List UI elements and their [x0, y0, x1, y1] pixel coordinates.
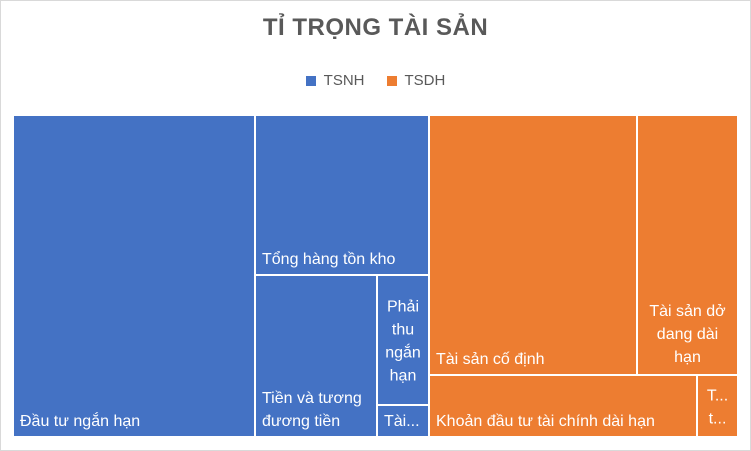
treemap-tile-label: Tiền và tương đương tiền [262, 390, 362, 430]
treemap-tile-label: Đầu tư ngắn hạn [20, 411, 140, 430]
legend-item-tsdh: TSDH [386, 72, 446, 89]
treemap-tile-label: Tài sản dở dang dài hạn [649, 303, 726, 366]
treemap-tile-label: Tổng hàng tồn kho [262, 250, 396, 268]
legend-item-tsnh: TSNH [305, 72, 365, 89]
legend-label-tsnh: TSNH [323, 72, 365, 89]
chart-title: TỈ TRỌNG TÀI SẢN [262, 14, 489, 41]
treemap-tile [698, 376, 737, 436]
treemap-tile-label: Khoản đầu tư tài chính dài hạn [436, 413, 655, 430]
treemap-tile [378, 276, 428, 404]
treemap-tile-label: T... t... [707, 388, 728, 428]
treemap-tile [430, 116, 636, 374]
treemap-tile [378, 406, 428, 436]
treemap-tile [256, 276, 376, 436]
legend-swatch-tsdh [386, 75, 397, 86]
legend-swatch-tsnh [305, 75, 316, 86]
legend: TSNH TSDH [0, 72, 751, 89]
treemap-tile [256, 116, 428, 274]
treemap-tile [430, 376, 696, 436]
treemap-tile-label: Tài... [384, 413, 420, 430]
treemap-tile [638, 116, 737, 374]
legend-label-tsdh: TSDH [404, 72, 446, 89]
treemap-tile [14, 116, 254, 436]
treemap-tile-label: Phải thu ngắn hạn [385, 299, 421, 385]
treemap-tile-label: Tài sản cố định [436, 351, 545, 368]
